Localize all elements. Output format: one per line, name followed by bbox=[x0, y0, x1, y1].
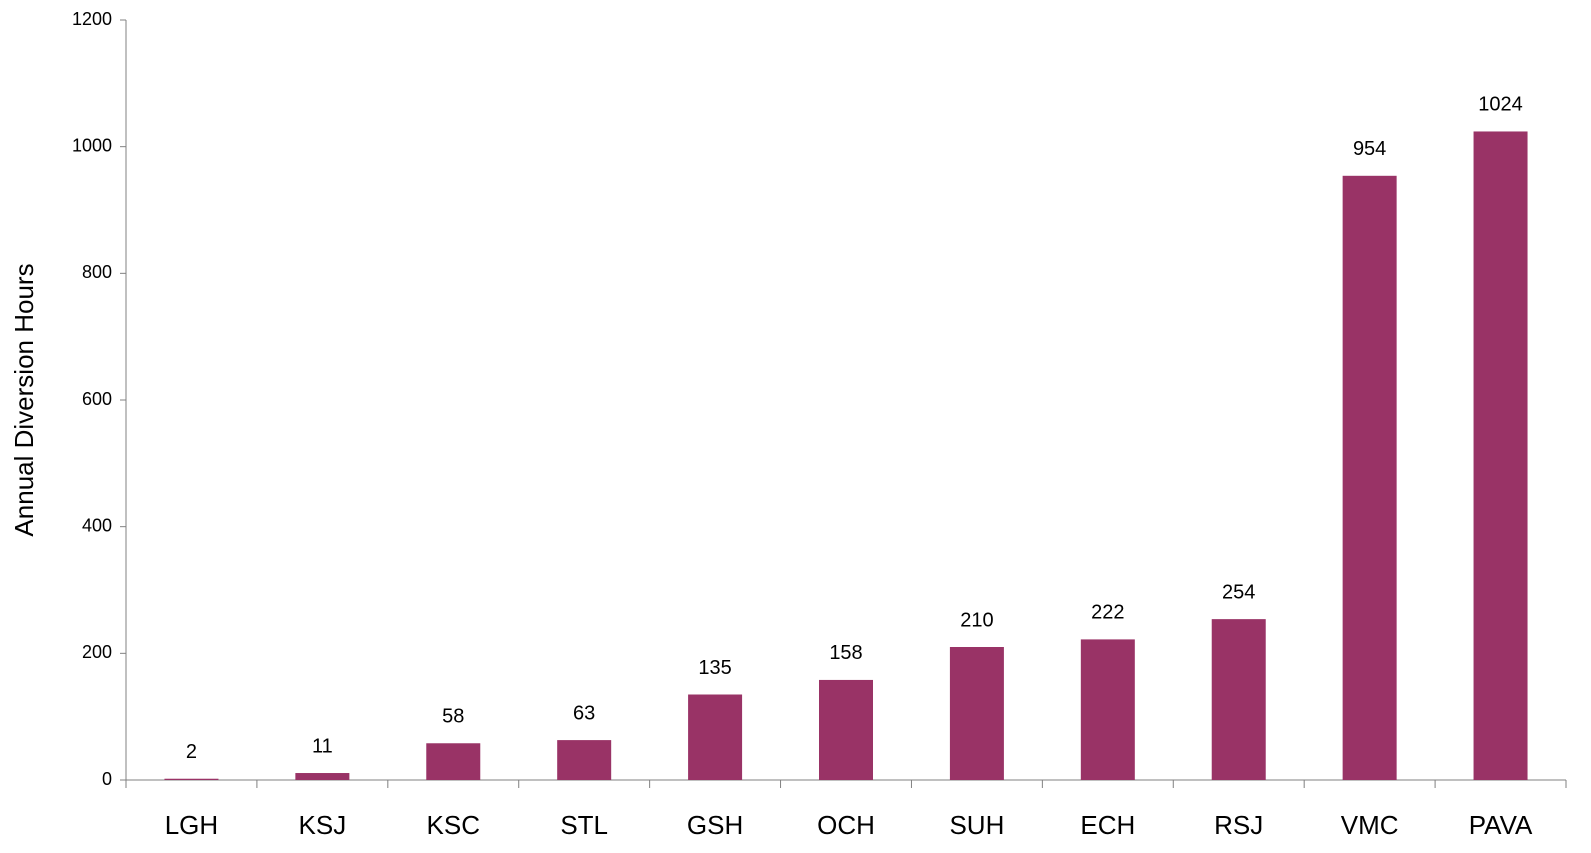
bar bbox=[164, 778, 219, 780]
data-label: 135 bbox=[698, 657, 731, 679]
data-label: 2 bbox=[186, 741, 197, 763]
data-label: 222 bbox=[1091, 602, 1124, 624]
y-tick-label: 800 bbox=[82, 262, 112, 282]
bar bbox=[295, 773, 350, 780]
bar bbox=[688, 694, 743, 780]
x-tick-label: SUH bbox=[949, 810, 1004, 840]
data-label: 954 bbox=[1353, 138, 1386, 160]
y-tick-label: 1000 bbox=[72, 135, 112, 155]
bar bbox=[1211, 619, 1266, 780]
x-tick-label: GSH bbox=[687, 810, 743, 840]
bar bbox=[819, 679, 873, 780]
y-tick-label: 600 bbox=[82, 389, 112, 409]
x-tick-label: STL bbox=[560, 810, 608, 840]
y-tick-label: 200 bbox=[82, 642, 112, 662]
bar bbox=[1080, 639, 1135, 780]
y-axis-label: Annual Diversion Hours bbox=[9, 263, 39, 536]
data-label: 63 bbox=[573, 702, 595, 724]
bar bbox=[949, 647, 1004, 780]
data-label: 1024 bbox=[1478, 94, 1523, 116]
x-tick-label: VMC bbox=[1341, 810, 1399, 840]
x-tick-label: LGH bbox=[165, 810, 218, 840]
y-tick-label: 400 bbox=[82, 515, 112, 535]
data-label: 11 bbox=[312, 735, 333, 757]
data-label: 210 bbox=[960, 609, 993, 631]
data-label: 58 bbox=[442, 706, 464, 728]
bar bbox=[1342, 175, 1397, 781]
bar bbox=[1473, 131, 1528, 780]
bar bbox=[426, 743, 481, 780]
data-label: 254 bbox=[1222, 581, 1255, 603]
x-tick-label: PAVA bbox=[1469, 810, 1533, 840]
y-tick-label: 0 bbox=[102, 769, 112, 789]
x-tick-label: RSJ bbox=[1214, 810, 1263, 840]
bar bbox=[557, 740, 612, 780]
x-tick-label: ECH bbox=[1080, 810, 1135, 840]
x-tick-label: KSJ bbox=[299, 810, 347, 840]
x-tick-label: OCH bbox=[817, 810, 875, 840]
x-tick-label: KSC bbox=[427, 810, 480, 840]
y-tick-label: 1200 bbox=[72, 9, 112, 29]
data-label: 158 bbox=[829, 642, 862, 664]
